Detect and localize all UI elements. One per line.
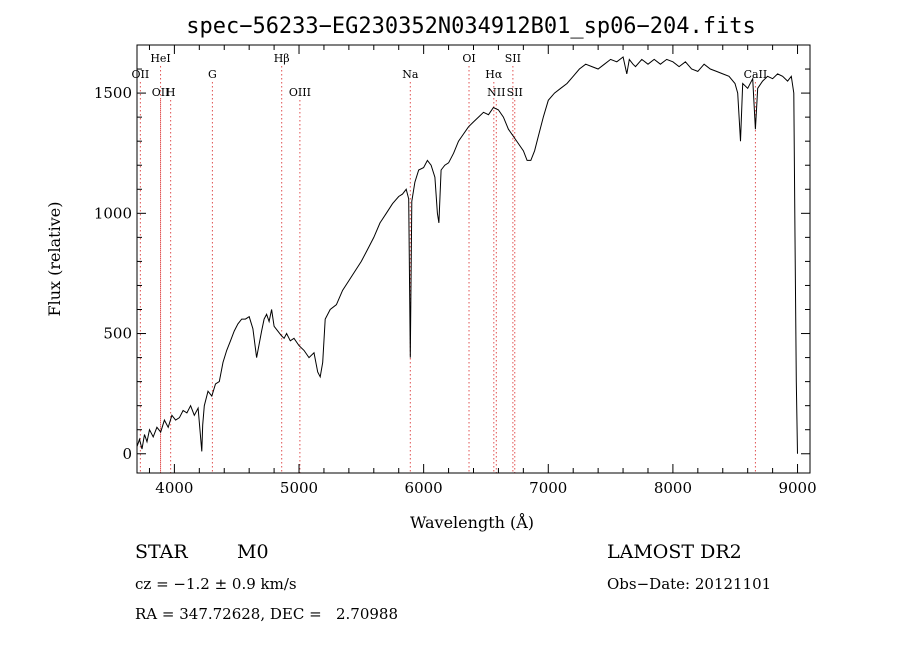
y-axis-label: Flux (relative) (45, 202, 64, 317)
spectral-line-label: Na (402, 68, 419, 81)
x-tick-label: 7000 (529, 479, 567, 497)
observation-date: Obs−Date: 20121101 (607, 575, 772, 593)
spectral-line-label: G (208, 68, 217, 81)
spectral-line-label: OIII (289, 86, 311, 99)
spectral-line-label: SII (505, 52, 521, 65)
spectral-line-label: OII (132, 68, 150, 81)
survey-name: LAMOST DR2 (607, 541, 742, 563)
spectrum-line (136, 56, 798, 454)
x-tick-label: 9000 (778, 479, 816, 497)
y-tick-label: 0 (122, 445, 132, 463)
spectral-line-label: SII (507, 86, 523, 99)
object-class: STAR (135, 541, 188, 563)
spectral-line-label: CaII (744, 68, 768, 81)
spectral-line-label: HeI (150, 52, 170, 65)
chart-title: spec−56233−EG230352N034912B01_sp06−204.f… (186, 14, 756, 39)
spectral-line-label: OI (462, 52, 475, 65)
spectral-line-label: NII (487, 86, 505, 99)
spectral-line-label: Hα (485, 68, 503, 81)
spectral-line-label: H (166, 86, 176, 99)
spectral-line-label: OII (152, 86, 170, 99)
redshift-value: cz = −1.2 ± 0.9 km/s (135, 575, 297, 593)
x-tick-label: 8000 (654, 479, 692, 497)
y-tick-label: 500 (103, 325, 132, 343)
spectral-line-label: Hβ (274, 52, 290, 65)
spectral-subclass: M0 (237, 541, 269, 563)
x-tick-label: 6000 (405, 479, 443, 497)
y-tick-label: 1500 (94, 84, 132, 102)
x-tick-label: 5000 (280, 479, 318, 497)
y-tick-label: 1000 (94, 204, 132, 222)
sky-coordinates: RA = 347.72628, DEC = 2.70988 (135, 605, 399, 623)
x-tick-label: 4000 (155, 479, 193, 497)
plot-frame (136, 44, 811, 474)
plot-area: OIIHeIOIIHGHβOIIINaOIHαNIISIISIICaII4000… (94, 44, 817, 497)
x-axis-label: Wavelength (Å) (410, 512, 534, 532)
